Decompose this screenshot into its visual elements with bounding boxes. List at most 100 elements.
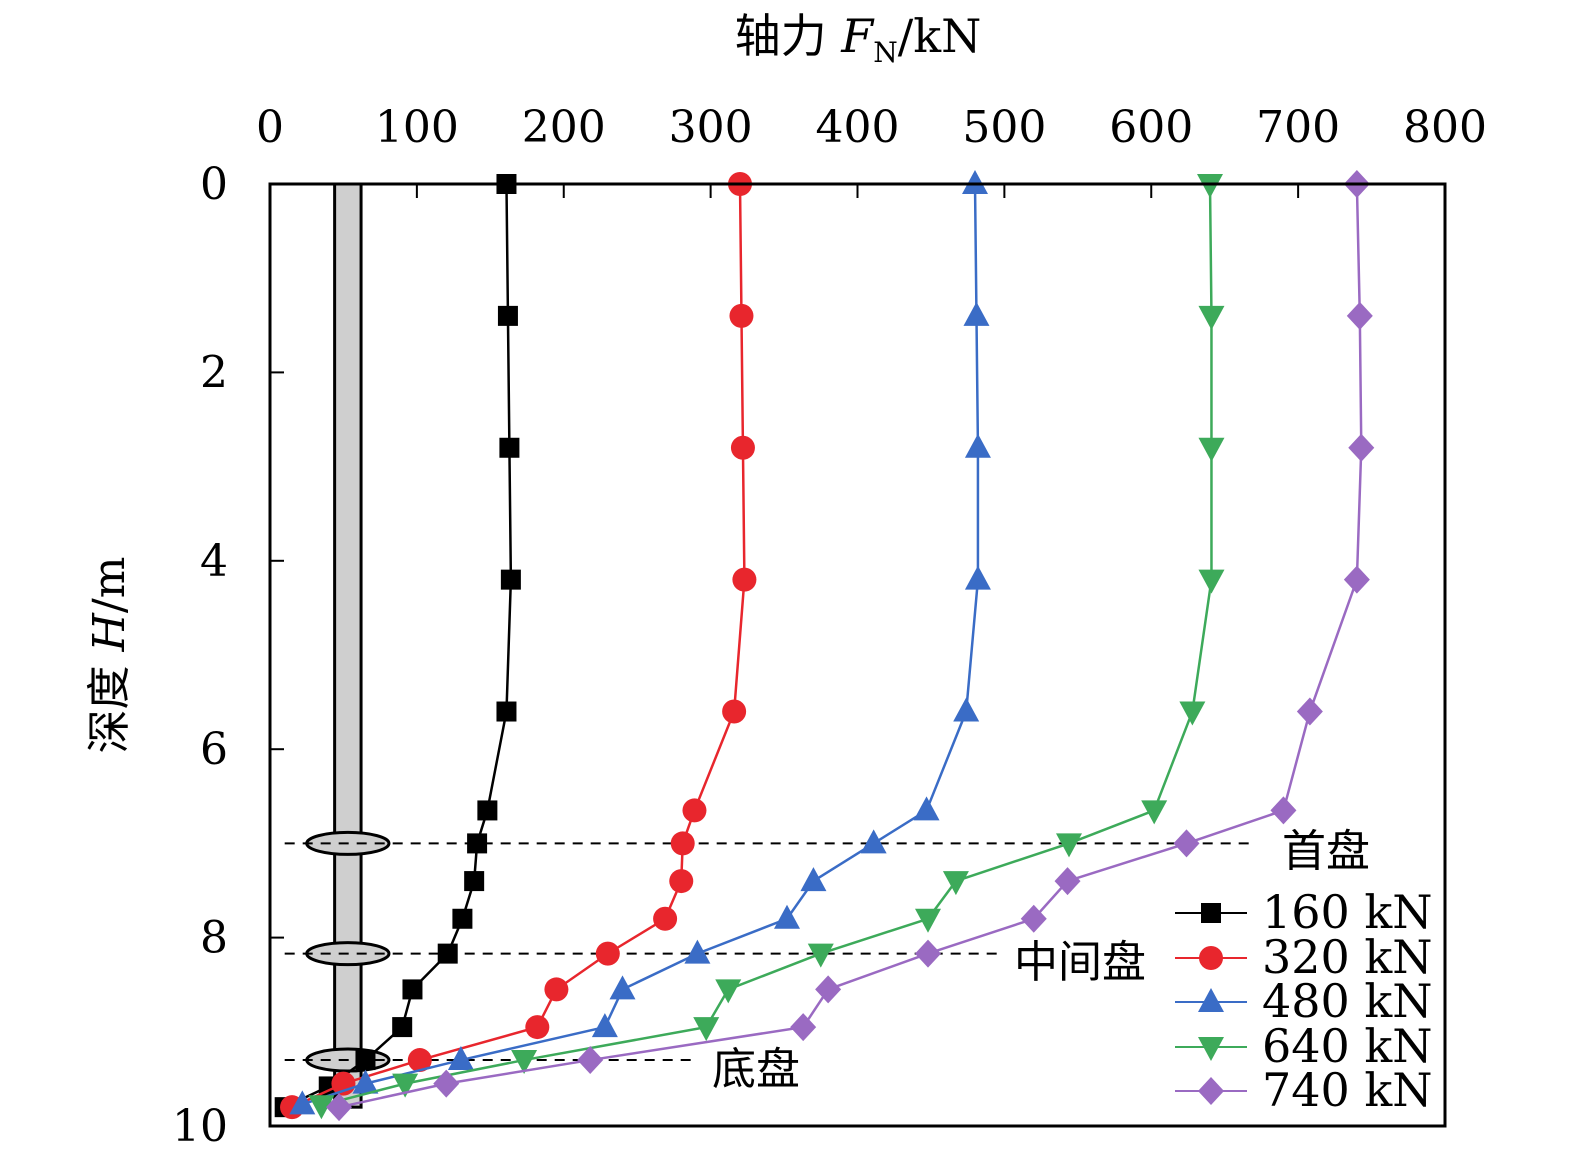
legend-marker-640kn [1198,1037,1224,1061]
data-point [682,798,707,823]
data-point [790,1013,817,1042]
legend-marker-shape [1198,1037,1224,1061]
x-tick-label: 200 [522,102,606,153]
data-point [800,867,827,892]
data-point [1296,697,1323,726]
data-point [964,565,991,590]
data-point [1198,305,1225,330]
data-point [913,796,940,821]
data-point [477,800,498,821]
data-point [499,437,520,458]
x-axis-title-unit: /kN [898,9,982,63]
data-point [1054,867,1081,896]
data-point [591,1013,618,1038]
data-point [467,833,488,854]
series-line [301,183,980,1106]
x-axis-title-prefix: 轴力 [735,9,842,63]
y-tick-label: 2 [200,347,228,398]
legend-marker-shape [1201,903,1221,923]
series-2 [289,170,991,1115]
data-point [963,301,990,326]
annotation-top-disc: 首盘 [1282,826,1370,877]
data-point [1270,796,1297,825]
data-series [274,170,1375,1122]
legend: 160 kN 320 kN 480 kN 640 kN 740 kN [1175,885,1433,1117]
data-point [653,906,678,931]
data-point [693,1017,720,1042]
y-tick-label: 10 [172,1101,228,1152]
data-point [392,1017,413,1038]
data-point [496,701,517,722]
data-point [774,904,800,929]
data-point [308,1095,335,1120]
x-axis-title-sub: N [873,36,898,69]
plot-frame [268,182,1447,1128]
data-point [355,1050,376,1071]
data-point [511,1050,538,1075]
data-point [1197,174,1223,198]
y-axis-ticks: 0 2 4 6 8 10 [172,159,284,1152]
data-point [1173,829,1200,858]
data-point [595,941,620,966]
data-point [915,939,941,968]
x-tick-label: 300 [669,102,753,153]
x-tick-label: 0 [256,102,284,153]
data-point [1056,833,1082,858]
data-point [670,831,695,856]
data-point [732,567,757,592]
data-point [729,303,754,328]
data-point [815,975,842,1004]
y-axis-title: 深度 H/m [84,557,135,754]
legend-label-160kn: 160 kN [1262,885,1433,939]
data-point [1343,565,1370,594]
data-point [860,829,887,854]
data-point [500,569,521,590]
data-point [544,977,569,1002]
data-point [407,1048,432,1073]
x-tick-label: 500 [962,102,1046,153]
data-point [452,908,473,929]
series-line [284,183,513,1109]
legend-item-480kn: 480 kN [1175,974,1433,1028]
data-point [437,943,458,964]
data-point [730,435,755,460]
legend-marker-shape [1198,988,1224,1012]
data-point [433,1069,460,1098]
data-point [577,1046,604,1075]
data-point [609,975,636,1000]
legend-marker-shape [1199,946,1223,970]
legend-label-640kn: 640 kN [1262,1019,1433,1073]
data-point [1179,701,1206,726]
x-tick-label: 800 [1403,102,1487,153]
series-3 [308,174,1225,1120]
legend-marker-160kn [1201,903,1221,923]
data-point [964,433,991,458]
pile-shaft [333,182,363,1109]
legend-item-160kn: 160 kN [1175,885,1433,939]
y-tick-label: 4 [200,536,228,587]
x-axis-title: 轴力 FN/kN [735,9,982,69]
data-point [447,1046,474,1071]
y-tick-label: 0 [200,159,228,210]
data-point [722,699,747,724]
data-point [402,979,423,1000]
data-point [1346,301,1373,330]
series-1 [280,172,757,1120]
legend-marker-740kn [1198,1077,1224,1105]
legend-label-320kn: 320 kN [1262,930,1433,984]
y-axis-title-prefix: 深度 [84,651,135,753]
data-point [807,943,834,968]
data-point [1020,904,1047,933]
data-point [715,979,742,1004]
data-point [352,1069,379,1094]
data-point [942,871,969,896]
legend-item-640kn: 640 kN [1175,1019,1433,1073]
annotation-middle-disc: 中间盘 [1014,937,1146,988]
legend-marker-320kn [1199,946,1223,970]
x-axis-title-var: F [840,9,875,63]
y-axis-title-unit: /m [84,557,135,614]
x-tick-label: 100 [375,102,459,153]
annotation-bottom-disc: 底盘 [712,1044,800,1095]
data-point [1348,433,1375,462]
